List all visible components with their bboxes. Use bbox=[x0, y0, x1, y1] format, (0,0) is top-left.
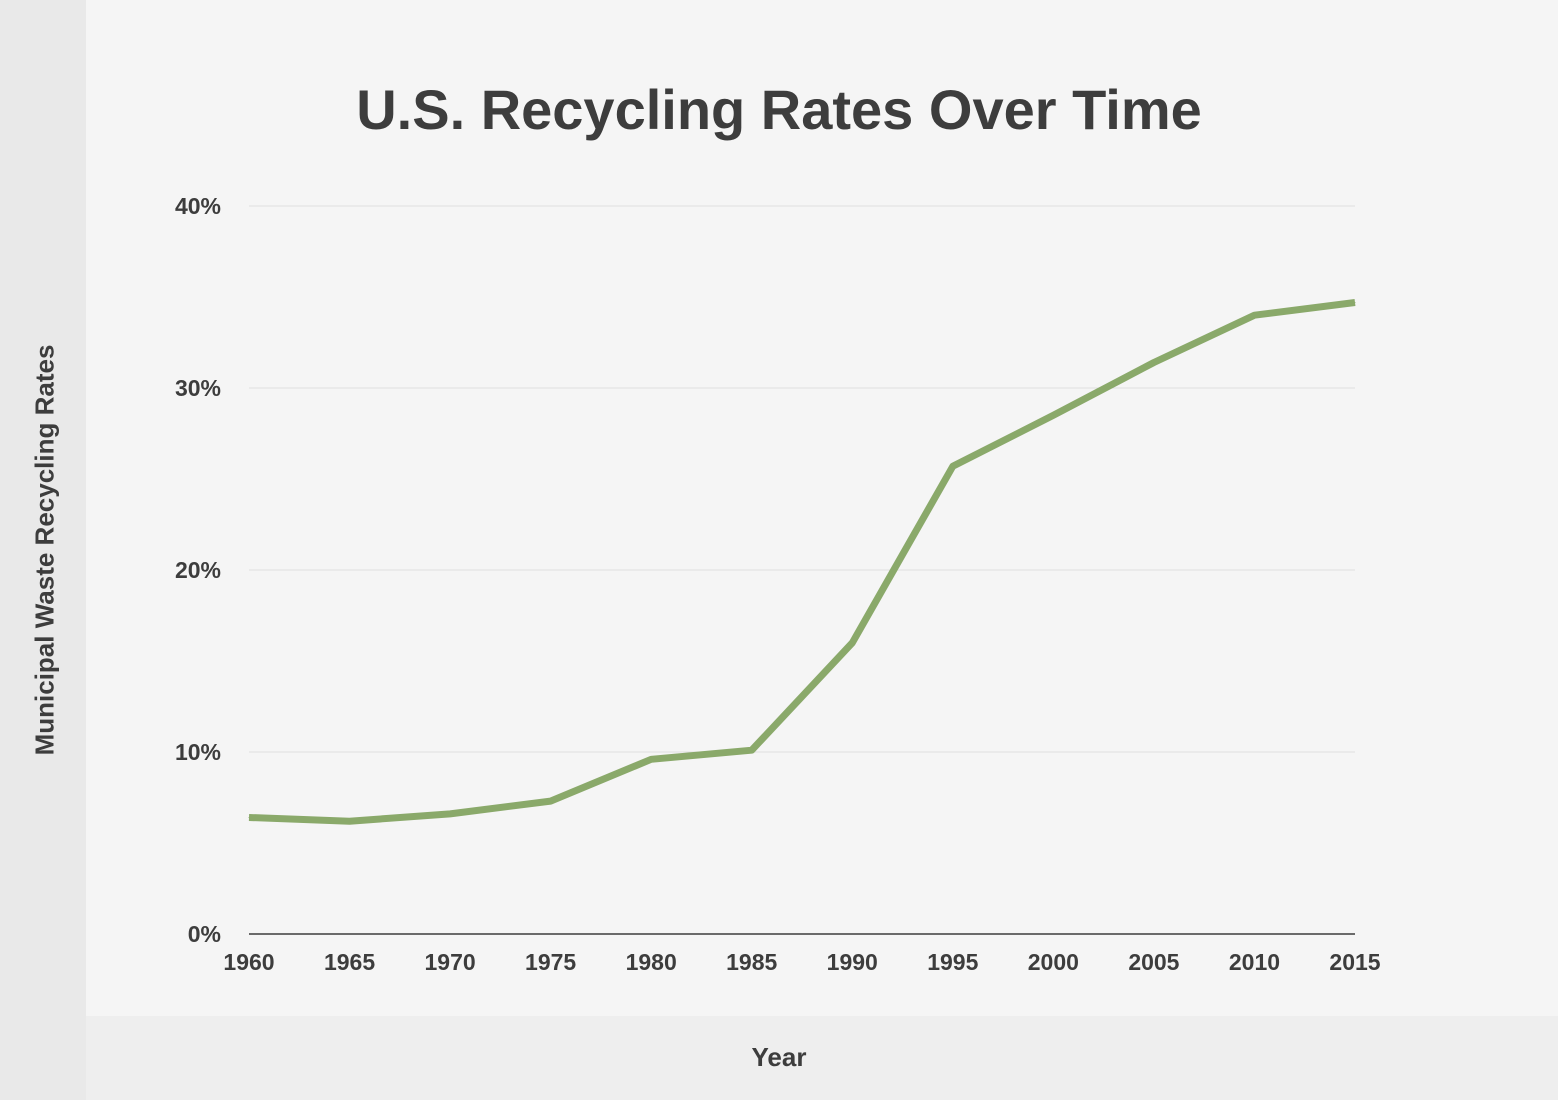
x-tick-label: 1965 bbox=[324, 949, 375, 975]
y-tick-label: 20% bbox=[175, 557, 221, 583]
x-tick-label: 1995 bbox=[927, 949, 978, 975]
series-line bbox=[248, 299, 1356, 825]
y-tick-label: 0% bbox=[188, 921, 221, 947]
y-tick-label: 40% bbox=[175, 193, 221, 219]
data-point bbox=[1354, 301, 1356, 303]
data-point bbox=[650, 758, 652, 760]
y-axis-label-panel bbox=[0, 0, 86, 1100]
x-tick-label: 2000 bbox=[1028, 949, 1079, 975]
data-point bbox=[751, 749, 753, 751]
x-tick-label: 1990 bbox=[827, 949, 878, 975]
y-tick-label: 30% bbox=[175, 375, 221, 401]
y-axis-label: Municipal Waste Recycling Rates bbox=[29, 344, 60, 756]
x-tick-label: 1985 bbox=[726, 949, 777, 975]
data-point bbox=[1052, 414, 1054, 416]
x-axis-label-panel bbox=[86, 1016, 1558, 1100]
data-point bbox=[550, 800, 552, 802]
x-tick-label: 1970 bbox=[425, 949, 476, 975]
data-point bbox=[248, 817, 250, 819]
x-tick-label: 2015 bbox=[1329, 949, 1380, 975]
x-tick-label: 1980 bbox=[626, 949, 677, 975]
x-tick-label: 1960 bbox=[223, 949, 274, 975]
data-point bbox=[1253, 314, 1255, 316]
data-point bbox=[1153, 362, 1155, 364]
x-tick-label: 1975 bbox=[525, 949, 576, 975]
x-tick-label: 2010 bbox=[1229, 949, 1280, 975]
data-point bbox=[449, 813, 451, 815]
data-point bbox=[851, 642, 853, 644]
chart-title: U.S. Recycling Rates Over Time bbox=[356, 78, 1202, 141]
y-tick-label: 10% bbox=[175, 739, 221, 765]
x-axis-label: Year bbox=[751, 1042, 807, 1072]
data-point bbox=[349, 820, 351, 822]
x-tick-label: 2005 bbox=[1128, 949, 1179, 975]
data-point bbox=[952, 465, 954, 467]
